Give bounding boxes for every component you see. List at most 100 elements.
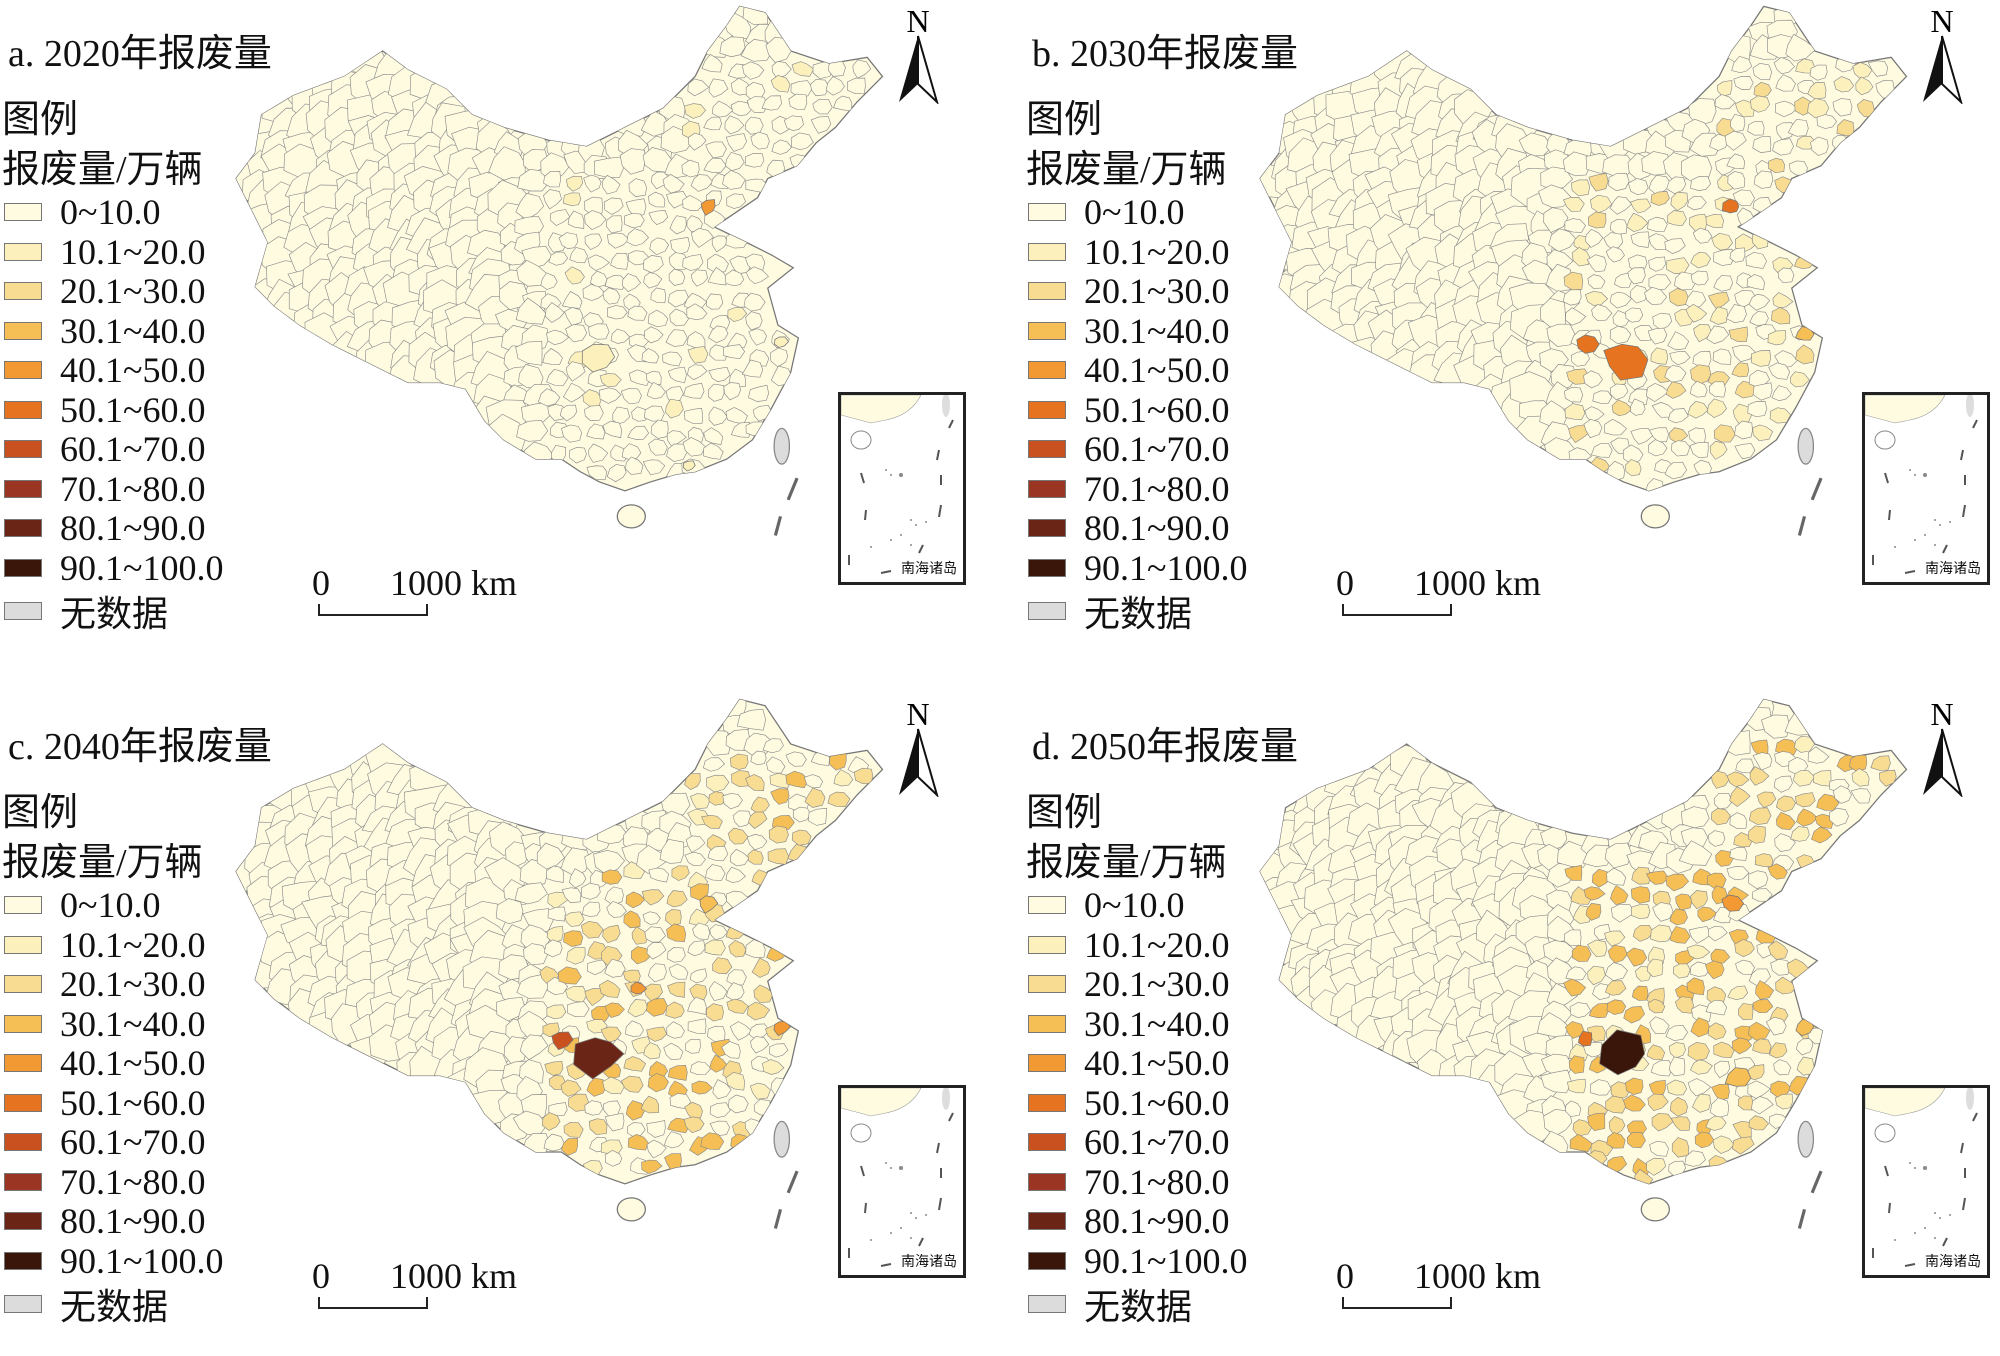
county-region	[590, 270, 608, 288]
county-region	[825, 76, 845, 96]
county-region	[1727, 985, 1749, 1000]
county-region	[1647, 1093, 1669, 1112]
county-region	[1630, 284, 1649, 304]
legend-swatch	[1028, 1133, 1066, 1151]
county-region	[602, 1076, 625, 1095]
county-region	[536, 842, 566, 870]
legend-item: 60.1~70.0	[1028, 1122, 1229, 1162]
county-region	[1630, 198, 1652, 214]
panel-title: b. 2030年报废量	[1032, 33, 1299, 75]
county-region	[1664, 364, 1687, 383]
china-map	[235, 5, 884, 536]
county-region	[709, 1120, 730, 1137]
county-region	[560, 1138, 578, 1156]
legend-item: 40.1~50.0	[4, 350, 205, 390]
county-region	[1687, 1042, 1710, 1061]
map-panel: c. 2040年报废量 图例 报废量/万辆 0~10.0 10.1~20.0 20.1~3…	[0, 693, 1000, 1355]
county-region	[1631, 985, 1649, 1001]
county-region	[1774, 1093, 1794, 1110]
county-region	[1710, 808, 1731, 826]
county-region	[788, 93, 808, 110]
county-region	[1670, 1116, 1691, 1131]
svg-text:N: N	[1930, 697, 1953, 732]
county-region	[1790, 371, 1810, 388]
county-region	[1850, 788, 1871, 804]
county-region	[686, 303, 708, 320]
county-region	[1829, 807, 1849, 827]
scale-bar-zero: 0	[1336, 563, 1354, 603]
county-region	[1714, 94, 1736, 110]
county-region	[667, 981, 686, 998]
county-region	[1755, 980, 1775, 1000]
county-region	[785, 751, 807, 767]
scale-bar-zero: 0	[312, 1256, 330, 1296]
county-region	[1750, 95, 1771, 113]
county-region	[1693, 324, 1712, 343]
legend-item: 60.1~70.0	[4, 429, 205, 469]
county-region	[1711, 1083, 1730, 1101]
county-region	[1607, 944, 1628, 964]
legend-subtitle: 报废量/万辆	[1026, 149, 1227, 191]
county-region	[804, 787, 826, 808]
legend-swatch	[4, 558, 42, 577]
county-region	[1649, 1016, 1670, 1035]
county-region	[726, 332, 748, 349]
county-region	[1773, 57, 1795, 75]
county-region	[747, 849, 764, 865]
county-region	[669, 215, 687, 235]
county-region	[547, 891, 570, 910]
county-region	[770, 347, 788, 368]
county-region	[546, 329, 570, 346]
county-region	[1733, 832, 1753, 848]
county-region	[725, 133, 747, 152]
county-region	[599, 373, 622, 388]
legend-label: 30.1~40.0	[60, 310, 206, 351]
county-region	[705, 864, 726, 881]
county-region	[1546, 323, 1576, 347]
county-region	[684, 407, 704, 424]
county-region	[646, 942, 667, 960]
legend-swatch	[4, 400, 42, 419]
county-region	[567, 210, 585, 229]
county-region	[1735, 99, 1755, 118]
county-region	[1647, 998, 1666, 1014]
county-region	[560, 1079, 582, 1097]
county-region	[665, 329, 688, 347]
county-region	[561, 887, 582, 904]
north-arrow-icon: N	[1919, 3, 1965, 106]
county-region	[1690, 364, 1712, 385]
county-region	[1608, 173, 1630, 192]
county-region	[689, 968, 708, 984]
county-region	[1878, 769, 1897, 787]
legend-swatch	[4, 1251, 42, 1270]
county-region	[1777, 267, 1795, 284]
county-region	[1641, 151, 1672, 176]
county-region	[1583, 1041, 1605, 1058]
county-region	[1587, 211, 1607, 229]
county-region	[1668, 1056, 1686, 1077]
county-region	[588, 443, 609, 463]
county-region	[1721, 894, 1745, 912]
county-region	[610, 328, 631, 344]
county-region	[1652, 902, 1674, 922]
county-region	[1562, 197, 1585, 212]
legend-swatch	[4, 203, 42, 221]
county-region	[1735, 959, 1755, 975]
boundary-dash	[773, 515, 783, 536]
county-region	[1710, 948, 1731, 964]
county-region	[1670, 191, 1689, 212]
county-region	[581, 343, 616, 373]
county-region	[544, 1060, 564, 1076]
county-region	[1675, 893, 1693, 911]
county-region	[662, 351, 683, 367]
county-region	[587, 254, 610, 271]
county-region	[728, 368, 746, 387]
legend-item: 50.1~60.0	[4, 1083, 205, 1123]
county-region	[568, 1093, 589, 1112]
scale-bar-distance: 1000 km	[1414, 1256, 1542, 1296]
county-region	[631, 946, 653, 965]
county-region	[691, 1080, 713, 1095]
county-region	[1705, 960, 1725, 980]
legend-swatch	[4, 1133, 42, 1151]
county-region	[1737, 1095, 1754, 1111]
